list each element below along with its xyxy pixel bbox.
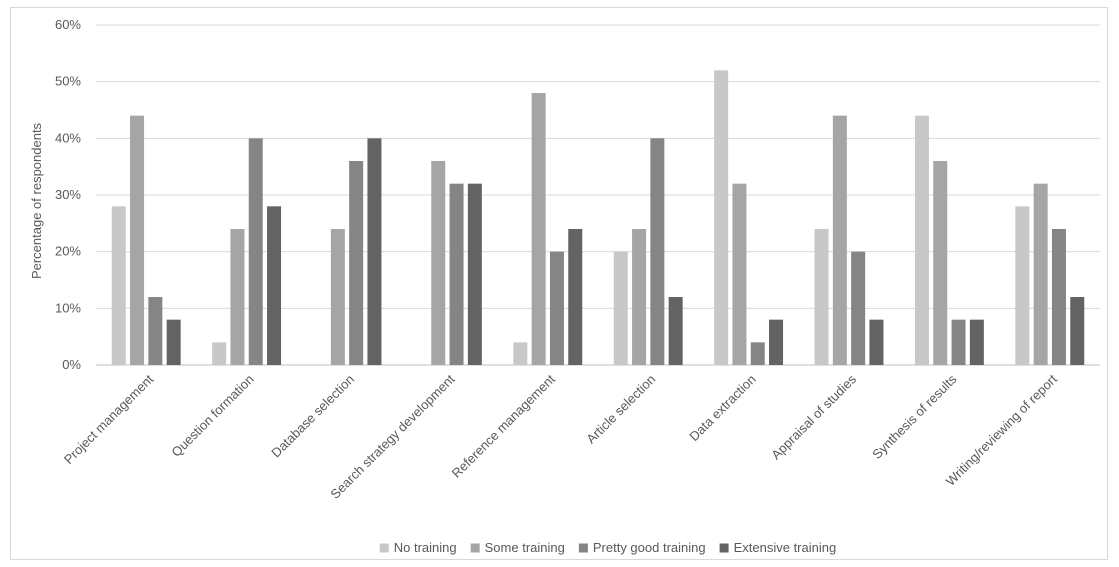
bar [714, 70, 729, 365]
bar [148, 297, 163, 365]
bar [449, 183, 464, 365]
bar [513, 342, 528, 365]
bar [1033, 183, 1048, 365]
bar [951, 319, 966, 365]
y-tick-label: 0% [62, 357, 81, 372]
x-tick-label: Reference management [449, 371, 559, 481]
bar [111, 206, 126, 365]
y-tick-label: 20% [55, 244, 81, 259]
bar [933, 161, 948, 365]
legend-swatch [379, 543, 389, 553]
bar [1070, 297, 1085, 365]
y-axis-label: Percentage of respondents [29, 122, 44, 279]
y-tick-label: 60% [55, 17, 81, 32]
bar [130, 115, 145, 366]
chart-area [10, 7, 1108, 560]
legend-swatch [578, 543, 588, 553]
bar [732, 183, 747, 365]
y-tick-label: 10% [55, 300, 81, 315]
bar [330, 229, 345, 365]
y-tick-label: 30% [55, 187, 81, 202]
bar [914, 115, 929, 366]
bar [549, 251, 564, 365]
legend-label: Some training [485, 540, 565, 555]
bar [349, 161, 364, 365]
bar [367, 138, 382, 365]
bar [650, 138, 665, 365]
x-tick-label: Synthesis of results [869, 371, 960, 462]
bar [750, 342, 765, 365]
bar [166, 319, 181, 365]
x-tick-label: Writing/reviewing of report [943, 371, 1060, 488]
bar [467, 183, 482, 365]
x-axis-categories: Project management Question formation Data… [61, 371, 1060, 502]
bar [769, 319, 784, 365]
x-tick-label: Data extraction [686, 372, 758, 444]
bar [1015, 206, 1030, 365]
bar [212, 342, 227, 365]
bar [814, 229, 829, 365]
x-tick-label: Question formation [168, 372, 256, 460]
bar [531, 93, 546, 365]
bar [969, 319, 984, 365]
bar [851, 251, 866, 365]
legend: No training Some training Pretty good trai… [379, 540, 837, 555]
gridlines [96, 24, 1100, 366]
x-tick-label: Project management [61, 371, 157, 467]
x-tick-label: Database selection [268, 372, 357, 461]
bar [832, 115, 847, 366]
bar [613, 251, 628, 365]
x-tick-label: Appraisal of studies [768, 371, 859, 462]
legend-label: Pretty good training [593, 540, 706, 555]
bar [1051, 229, 1066, 365]
bar [230, 229, 245, 365]
x-tick-label: Article selection [583, 372, 658, 447]
y-tick-label: 50% [55, 74, 81, 89]
bar [267, 206, 282, 365]
y-axis-ticks: 0% 10% 20% 30% 40% 50% 60% [55, 17, 81, 372]
bar [632, 229, 647, 365]
bars [111, 70, 1085, 366]
legend-label: No training [394, 540, 457, 555]
legend-swatch [719, 543, 729, 553]
bar [869, 319, 884, 365]
bar [668, 297, 683, 365]
y-tick-label: 40% [55, 130, 81, 145]
bar [248, 138, 263, 365]
bar [568, 229, 583, 365]
legend-swatch [470, 543, 480, 553]
legend-label: Extensive training [734, 540, 837, 555]
bar [431, 161, 446, 365]
